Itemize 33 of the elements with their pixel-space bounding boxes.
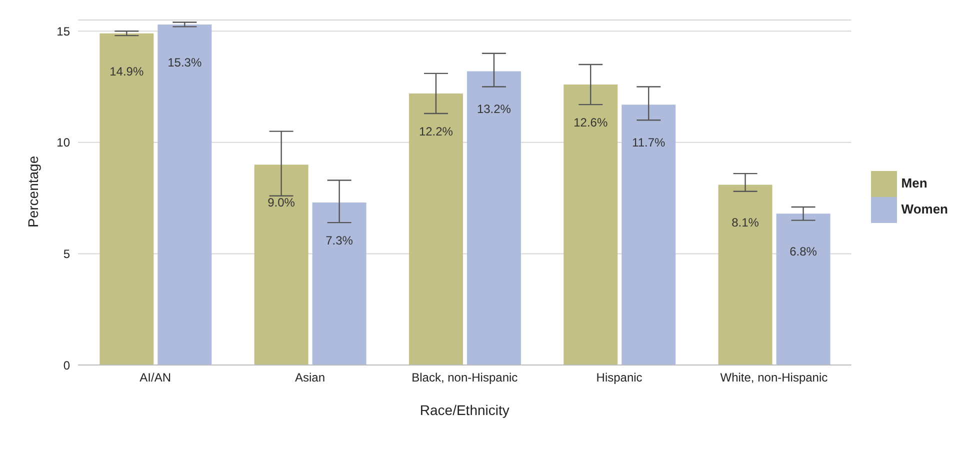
data-label: 15.3%	[168, 55, 202, 70]
bar	[158, 24, 212, 365]
bar	[564, 84, 618, 365]
bar	[718, 184, 772, 365]
y-tick-label: 10	[56, 136, 70, 150]
x-tick-label: Black, non-Hispanic	[412, 370, 518, 385]
x-tick-label: Hispanic	[596, 370, 642, 385]
data-label: 8.1%	[732, 216, 760, 230]
bar	[254, 164, 308, 365]
data-label: 7.3%	[326, 234, 354, 248]
y-tick-label: 5	[63, 246, 70, 261]
data-label: 11.7%	[632, 136, 666, 150]
x-tick-label: Asian	[294, 370, 325, 385]
y-tick-label: 15	[56, 24, 70, 38]
data-label: 13.2%	[476, 102, 512, 116]
bar	[622, 104, 676, 365]
legend-label: Women	[901, 200, 948, 216]
bar	[100, 33, 154, 365]
x-axis-title: Race/Ethnicity	[420, 402, 510, 418]
data-label: 12.2%	[418, 124, 454, 138]
bar	[466, 71, 521, 365]
bar	[312, 202, 366, 365]
data-label: 9.0%	[268, 196, 296, 210]
bar	[408, 93, 463, 365]
y-tick-label: 0	[63, 358, 70, 372]
data-label: 12.6%	[574, 116, 608, 130]
data-label: 6.8%	[790, 244, 818, 259]
data-label: 14.9%	[110, 64, 144, 78]
x-tick-label: White, non-Hispanic	[720, 370, 828, 385]
bar	[776, 214, 830, 365]
y-axis-title: Percentage	[24, 156, 41, 228]
legend-label: Men	[901, 174, 928, 190]
x-tick-label: AI/AN	[140, 370, 171, 385]
